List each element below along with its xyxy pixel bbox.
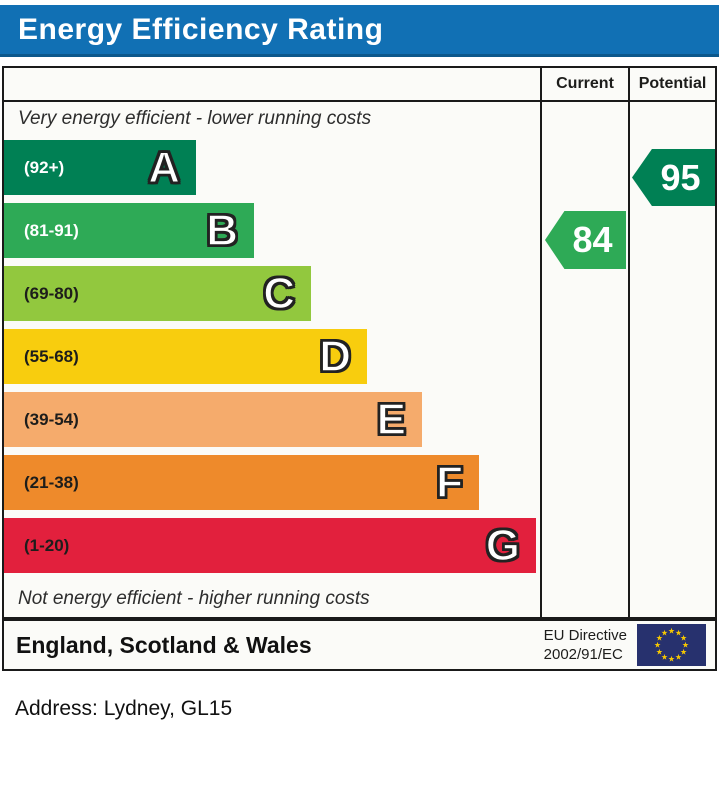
top-note: Very energy efficient - lower running co…: [18, 108, 372, 129]
current-column-header: Current: [556, 75, 614, 92]
header-divider-line: [4, 100, 715, 102]
band-b: (81-91) B: [4, 203, 254, 258]
band-c: (69-80) C: [4, 266, 311, 321]
footer-bar: England, Scotland & Wales EU Directive 2…: [2, 619, 717, 671]
bottom-note: Not energy efficient - higher running co…: [18, 588, 370, 609]
band-g-letter: G: [485, 520, 521, 571]
address-line: Address: Lydney, GL15: [15, 697, 233, 720]
energy-rating-table: Current Potential Very energy efficient …: [2, 66, 717, 619]
band-f: (21-38) F: [4, 455, 479, 510]
band-f-letter: F: [435, 457, 463, 508]
potential-rating-value: 95: [660, 157, 701, 198]
band-f-range: (21-38): [24, 473, 79, 492]
current-column-divider: [540, 68, 542, 617]
band-c-range: (69-80): [24, 284, 79, 303]
current-rating-value: 84: [572, 219, 613, 260]
region-label: England, Scotland & Wales: [16, 631, 312, 658]
band-a-letter: A: [147, 142, 180, 193]
eu-directive-label: EU Directive 2002/91/EC: [544, 626, 627, 664]
current-rating-arrow: 84: [545, 211, 626, 269]
band-e-letter: E: [376, 394, 407, 445]
potential-column-header: Potential: [638, 75, 707, 92]
potential-column-divider: [628, 68, 630, 617]
band-e: (39-54) E: [4, 392, 422, 447]
band-g-range: (1-20): [24, 536, 70, 555]
title-bar: Energy Efficiency Rating: [0, 5, 719, 57]
band-b-letter: B: [205, 205, 238, 256]
band-a-range: (92+): [24, 158, 65, 177]
band-c-letter: C: [262, 268, 295, 319]
band-e-range: (39-54): [24, 410, 79, 429]
band-d-range: (55-68): [24, 347, 79, 366]
potential-rating-arrow: 95: [632, 149, 715, 206]
band-b-range: (81-91): [24, 221, 79, 240]
eu-flag-icon: [637, 624, 706, 666]
band-d-letter: D: [318, 331, 351, 382]
eu-directive-line1: EU Directive: [543, 627, 627, 644]
page-title: Energy Efficiency Rating: [18, 13, 384, 46]
band-g: (1-20) G: [4, 518, 536, 573]
band-a: (92+) A: [4, 140, 196, 195]
eu-directive-line2: 2002/91/EC: [543, 646, 623, 663]
band-d: (55-68) D: [4, 329, 367, 384]
